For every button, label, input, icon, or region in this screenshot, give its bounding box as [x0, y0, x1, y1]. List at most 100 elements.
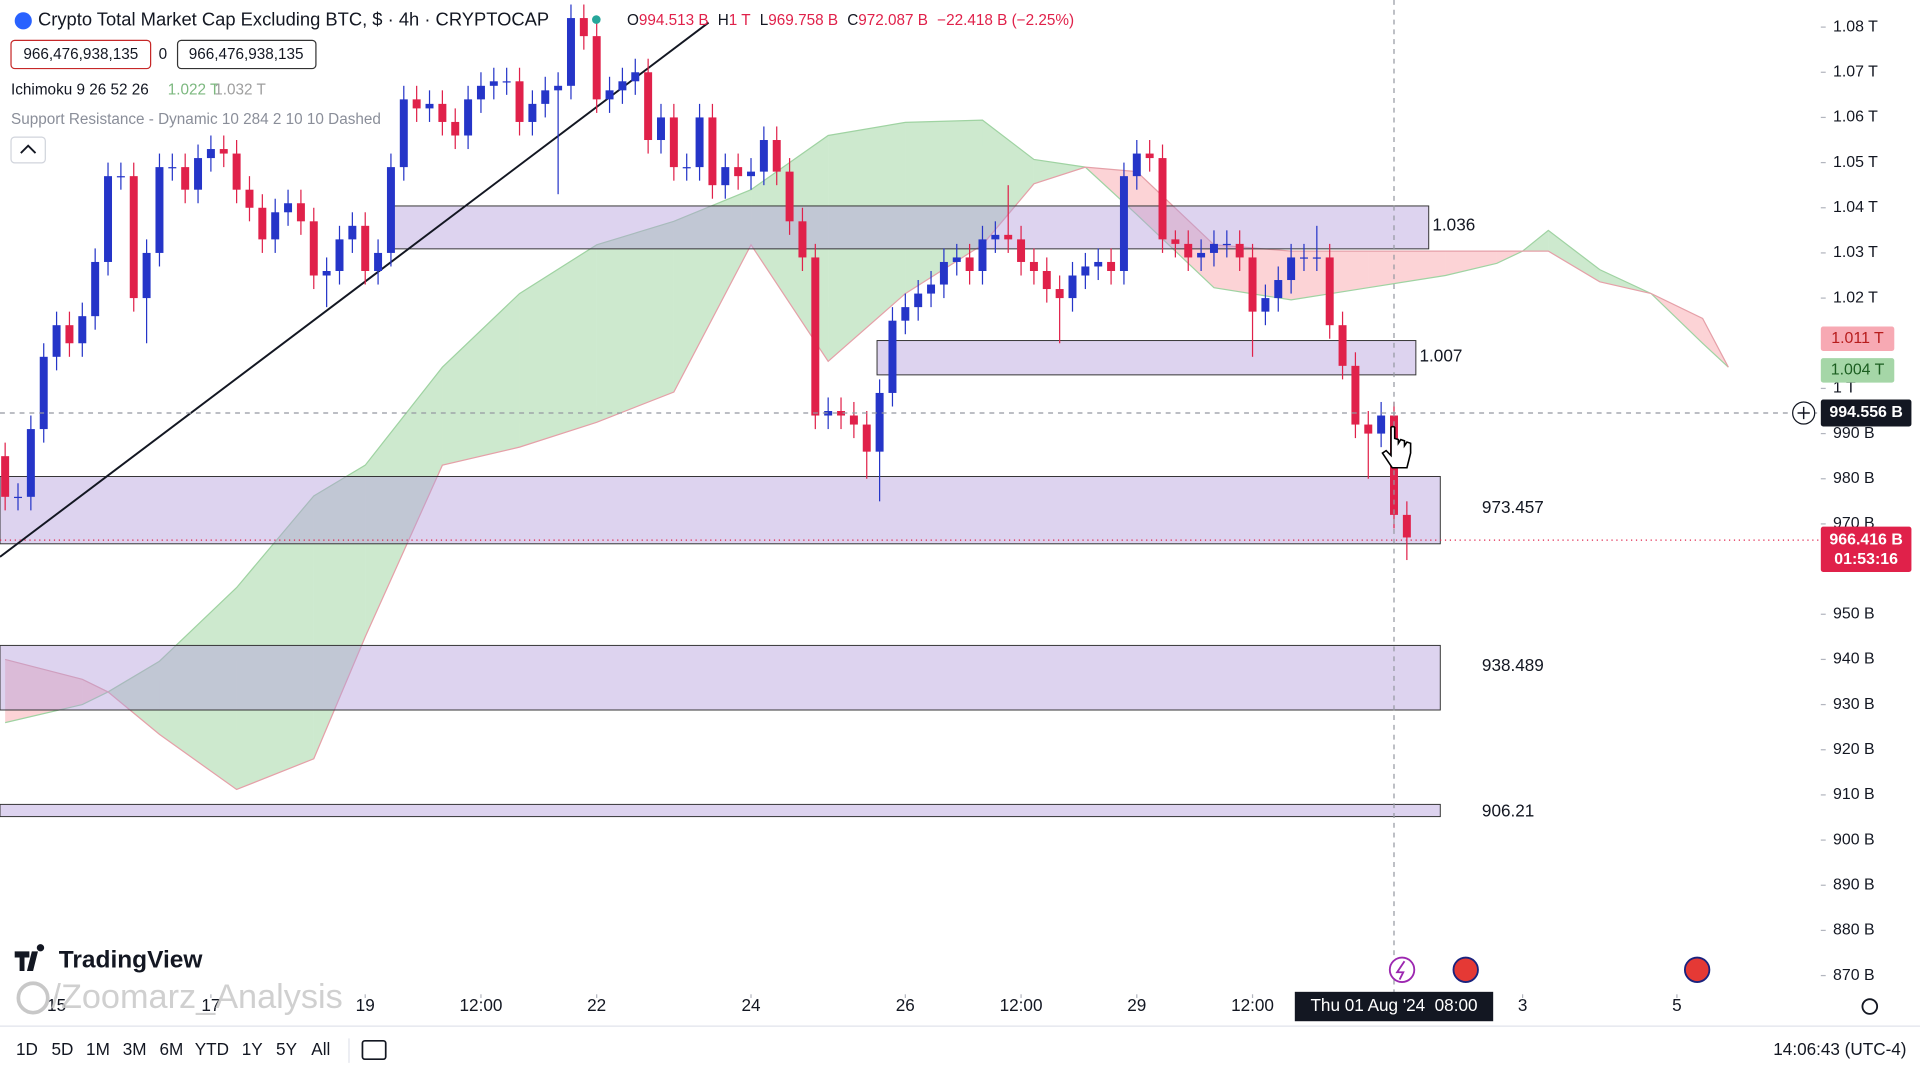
symbol-icon [14, 12, 32, 30]
cloud-fill [82, 679, 109, 705]
cloud-fill [519, 244, 597, 448]
crosshair-x-label-bg [1294, 991, 1494, 1022]
sr-zone [876, 340, 1417, 376]
indicator-name[interactable]: Support Resistance - Dynamic 10 284 2 10… [11, 111, 381, 128]
indicator-value: 1.032 T [214, 82, 266, 99]
trendline [0, 21, 710, 558]
candle-body [502, 81, 511, 83]
cloud-fill [1548, 230, 1600, 282]
cloud-fill [982, 120, 1034, 245]
value-box-text: 0 [159, 46, 168, 63]
sr-zone-label: 906.21 [1482, 801, 1534, 821]
cloud-fill [236, 495, 314, 790]
candle-body [348, 225, 357, 240]
range-button[interactable]: 1D [16, 1039, 38, 1059]
candle-body [52, 325, 61, 357]
y-tick-label: 1.02 T [1833, 289, 1878, 306]
x-tick-label: 12:00 [460, 995, 503, 1015]
clock[interactable]: 14:06:43 (UTC-4) [1773, 1039, 1906, 1059]
range-button[interactable]: 5Y [276, 1039, 298, 1059]
candle-body [1119, 176, 1128, 271]
date-range-button[interactable] [361, 1039, 387, 1061]
y-tick-label: 1.04 T [1833, 199, 1878, 216]
y-tick-label: 1.08 T [1833, 18, 1878, 35]
event-icon[interactable] [1452, 956, 1479, 983]
candle-body [1197, 252, 1206, 258]
candle-body [104, 176, 113, 262]
candle-body [1017, 239, 1026, 262]
logo-icon [14, 944, 45, 972]
cloud-fill [905, 120, 983, 294]
candle-body [721, 167, 730, 186]
candle-body [425, 103, 434, 109]
candle-body [1402, 514, 1411, 538]
candle-body [1312, 257, 1321, 259]
y-tick-label: 880 B [1833, 922, 1875, 939]
candle-body [1068, 275, 1077, 299]
y-tick-label: 1.06 T [1833, 109, 1878, 126]
logo-text[interactable]: TradingView [59, 947, 204, 974]
x-tick-label: 29 [1127, 995, 1146, 1015]
candle-body [785, 171, 794, 222]
cloud-fill [1445, 251, 1497, 276]
candle-body [374, 252, 383, 271]
candle-body [26, 429, 35, 497]
event-icon[interactable] [1388, 956, 1416, 983]
indicator-name[interactable]: Ichimoku 9 26 52 26 [11, 82, 149, 99]
candle-body [1132, 153, 1141, 177]
candle-body [1, 456, 10, 497]
cloud-fill [828, 122, 906, 362]
candle-body [631, 72, 640, 82]
cloud-fill [365, 367, 443, 637]
range-button[interactable]: 1Y [242, 1039, 264, 1059]
price-tag: 1.011 T [1831, 330, 1884, 347]
cloud-fill [442, 293, 520, 466]
y-tick-label: 930 B [1833, 696, 1875, 713]
candle-body [798, 221, 807, 258]
candle-body [888, 320, 897, 393]
candle-body [1351, 365, 1360, 425]
candle-body [1042, 270, 1051, 290]
settings-button[interactable] [1861, 998, 1879, 1015]
candle-body [438, 103, 447, 122]
candle-body [1158, 158, 1167, 240]
candle-body [1261, 298, 1270, 312]
candle-body [309, 221, 318, 276]
candle-body [759, 140, 768, 172]
range-button[interactable]: 1M [86, 1039, 110, 1059]
candle-body [1248, 257, 1257, 312]
candle-body [657, 117, 665, 141]
range-button[interactable]: All [311, 1039, 330, 1059]
toolbar: 14:06:43 (UTC-4) 1D 5D 1M 3M 6M YTD 1Y 5Y All [0, 998, 1920, 1063]
countdown: 01:53:16 [1834, 551, 1898, 568]
cloud-fill [5, 659, 83, 723]
y-tick-label: 920 B [1833, 741, 1875, 758]
range-button[interactable]: YTD [195, 1039, 229, 1059]
ohlc-label: H [718, 12, 729, 29]
candle-body [1274, 280, 1283, 299]
candle-body [39, 356, 48, 430]
change: −22.418 B (−2.25%) [937, 12, 1074, 29]
sr-zone-label: 938.489 [1482, 655, 1544, 675]
sr-zone [389, 205, 1430, 250]
x-tick-label: 12:00 [1231, 995, 1274, 1015]
y-tick-label: 940 B [1833, 651, 1875, 668]
range-button[interactable]: 5D [51, 1039, 73, 1059]
cloud-fill [1136, 171, 1214, 288]
candle-body [1377, 415, 1386, 434]
candle-body [129, 176, 138, 299]
range-button[interactable]: 3M [123, 1039, 147, 1059]
candle-body [1055, 289, 1064, 299]
candle-body [1299, 257, 1308, 259]
candle-body [335, 239, 344, 271]
event-icon[interactable] [1683, 956, 1711, 983]
symbol-title[interactable]: Crypto Total Market Cap Excluding BTC, $… [38, 9, 549, 30]
candle-body [901, 307, 910, 321]
candle-body [682, 167, 691, 169]
collapse-button[interactable] [10, 136, 46, 164]
market-status-dot [592, 15, 601, 24]
candle-body [476, 85, 485, 100]
crosshair-x-label: Thu 01 Aug '24 08:00 [1310, 995, 1477, 1015]
range-button[interactable]: 6M [160, 1039, 184, 1059]
cloud-fill [108, 661, 160, 735]
